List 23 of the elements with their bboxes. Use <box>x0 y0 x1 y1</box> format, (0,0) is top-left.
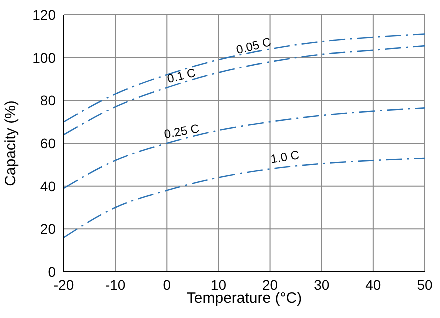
x-tick-label: -20 <box>54 276 74 293</box>
x-tick-label: 20 <box>262 276 278 293</box>
x-tick-label: 0 <box>163 276 172 293</box>
y-tick-label: 0 <box>48 264 56 280</box>
y-tick-label: 40 <box>40 178 56 194</box>
y-tick-label: 20 <box>40 221 56 238</box>
x-tick-label: -10 <box>105 276 126 293</box>
x-tick-label: 40 <box>366 276 382 293</box>
y-tick-label: 120 <box>32 6 56 23</box>
text: 0.1 C <box>166 66 198 86</box>
text: 1.0 C <box>270 148 301 166</box>
x-axis-title: Temperature (°C) <box>186 290 302 307</box>
x-tick-label: 50 <box>417 276 433 293</box>
y-tick-label: 100 <box>32 50 56 66</box>
y-axis-title: Capacity (%) <box>2 100 20 186</box>
line-series <box>64 34 425 123</box>
text: 0.25 C <box>163 122 201 142</box>
line-series <box>64 108 425 190</box>
y-tick-label: 60 <box>40 135 56 152</box>
text: 0.05 C <box>234 34 273 58</box>
x-tick-label: 10 <box>210 276 227 293</box>
y-tick-label: 80 <box>40 92 56 109</box>
x-tick-label: 30 <box>314 276 330 293</box>
